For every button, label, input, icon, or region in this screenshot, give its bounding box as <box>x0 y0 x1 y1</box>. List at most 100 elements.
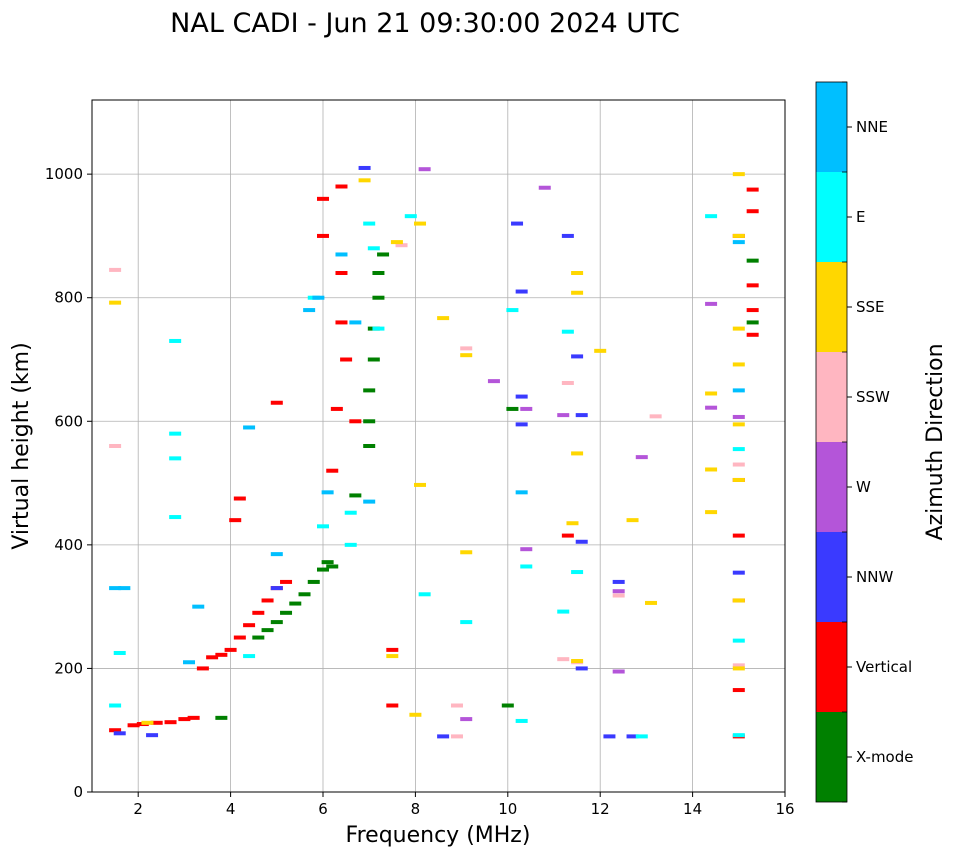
data-point <box>330 406 343 411</box>
data-point <box>705 405 718 410</box>
data-point <box>113 650 126 655</box>
data-point <box>344 542 357 547</box>
colorbar-segment <box>816 352 847 442</box>
y-tick-label: 1000 <box>45 165 83 183</box>
series-w <box>418 167 745 722</box>
data-point <box>270 620 283 625</box>
data-point <box>732 477 745 482</box>
data-point <box>164 720 177 725</box>
data-point <box>612 589 625 594</box>
series-nnw <box>113 165 745 739</box>
data-point <box>312 295 325 300</box>
data-point <box>372 295 385 300</box>
data-point <box>561 233 574 238</box>
data-point <box>409 712 422 717</box>
data-point <box>113 731 126 736</box>
data-point <box>404 214 417 219</box>
data-point <box>626 518 639 523</box>
data-point <box>732 598 745 603</box>
data-point <box>414 482 427 487</box>
data-point <box>746 308 759 313</box>
data-point <box>183 660 196 665</box>
data-point <box>437 316 450 321</box>
y-tick-label: 0 <box>73 783 83 801</box>
colorbar-segment <box>816 262 847 352</box>
data-point <box>206 655 219 660</box>
chart-title: NAL CADI - Jun 21 09:30:00 2024 UTC <box>170 8 680 39</box>
data-point <box>571 271 584 275</box>
plot-area: 2 4 6 8 10 12 14 16 0 200 400 600 800 1000 <box>45 99 795 818</box>
data-point <box>367 357 380 362</box>
data-point <box>340 357 353 362</box>
data-point <box>732 240 745 245</box>
data-point <box>349 419 362 424</box>
data-point <box>705 391 718 396</box>
data-point <box>363 419 376 424</box>
data-point <box>575 539 588 544</box>
data-point <box>511 221 524 226</box>
data-point <box>363 221 376 226</box>
data-point <box>506 406 519 411</box>
data-point <box>612 669 625 674</box>
colorbar-frame <box>815 81 848 803</box>
data-point <box>732 388 745 393</box>
data-point <box>732 362 745 367</box>
data-point <box>261 628 274 633</box>
data-point <box>515 490 528 495</box>
data-point <box>169 515 182 520</box>
data-point <box>215 715 228 720</box>
y-tick-label: 800 <box>54 289 83 307</box>
series-sse <box>109 172 745 725</box>
data-point <box>732 172 745 177</box>
data-point <box>280 579 293 584</box>
x-tick-label: 10 <box>498 800 517 818</box>
data-point <box>243 425 256 430</box>
data-point <box>307 579 320 584</box>
x-tick-label: 12 <box>591 800 610 818</box>
data-point <box>109 586 122 591</box>
colorbar-label: Azimuth Direction <box>923 343 948 540</box>
data-point <box>705 301 718 306</box>
plot-background <box>92 100 785 792</box>
data-point <box>349 493 362 498</box>
data-point <box>109 444 122 448</box>
data-point <box>192 604 205 609</box>
data-point <box>732 326 745 331</box>
data-point <box>109 728 122 733</box>
data-point <box>571 451 584 456</box>
data-point <box>732 570 745 575</box>
data-point <box>344 510 357 515</box>
data-point <box>317 567 329 572</box>
data-point <box>732 733 745 738</box>
data-point <box>594 348 607 353</box>
data-point <box>746 187 759 192</box>
data-point <box>418 167 431 172</box>
data-point <box>732 666 745 671</box>
colorbar-tick-label: SSE <box>856 298 885 316</box>
data-point <box>270 552 283 557</box>
data-point <box>450 703 463 708</box>
data-point <box>515 718 528 723</box>
data-point <box>460 346 473 351</box>
data-point <box>603 734 616 739</box>
data-point <box>317 196 329 201</box>
data-point <box>303 308 316 313</box>
data-marks <box>109 165 759 739</box>
grid-lines <box>92 100 786 793</box>
colorbar-segment <box>816 712 847 802</box>
data-point <box>358 178 371 183</box>
y-tick-label: 600 <box>54 412 83 430</box>
data-point <box>414 221 427 226</box>
data-point <box>298 592 311 597</box>
data-point <box>395 243 408 248</box>
data-point <box>538 185 551 190</box>
data-point <box>252 610 265 615</box>
colorbar-tick-label: Vertical <box>856 658 912 676</box>
data-point <box>317 524 329 529</box>
data-point <box>367 246 380 251</box>
data-point <box>612 593 625 598</box>
data-point <box>746 209 759 214</box>
series-e <box>109 214 745 739</box>
data-point <box>233 496 246 501</box>
data-point <box>746 258 759 263</box>
